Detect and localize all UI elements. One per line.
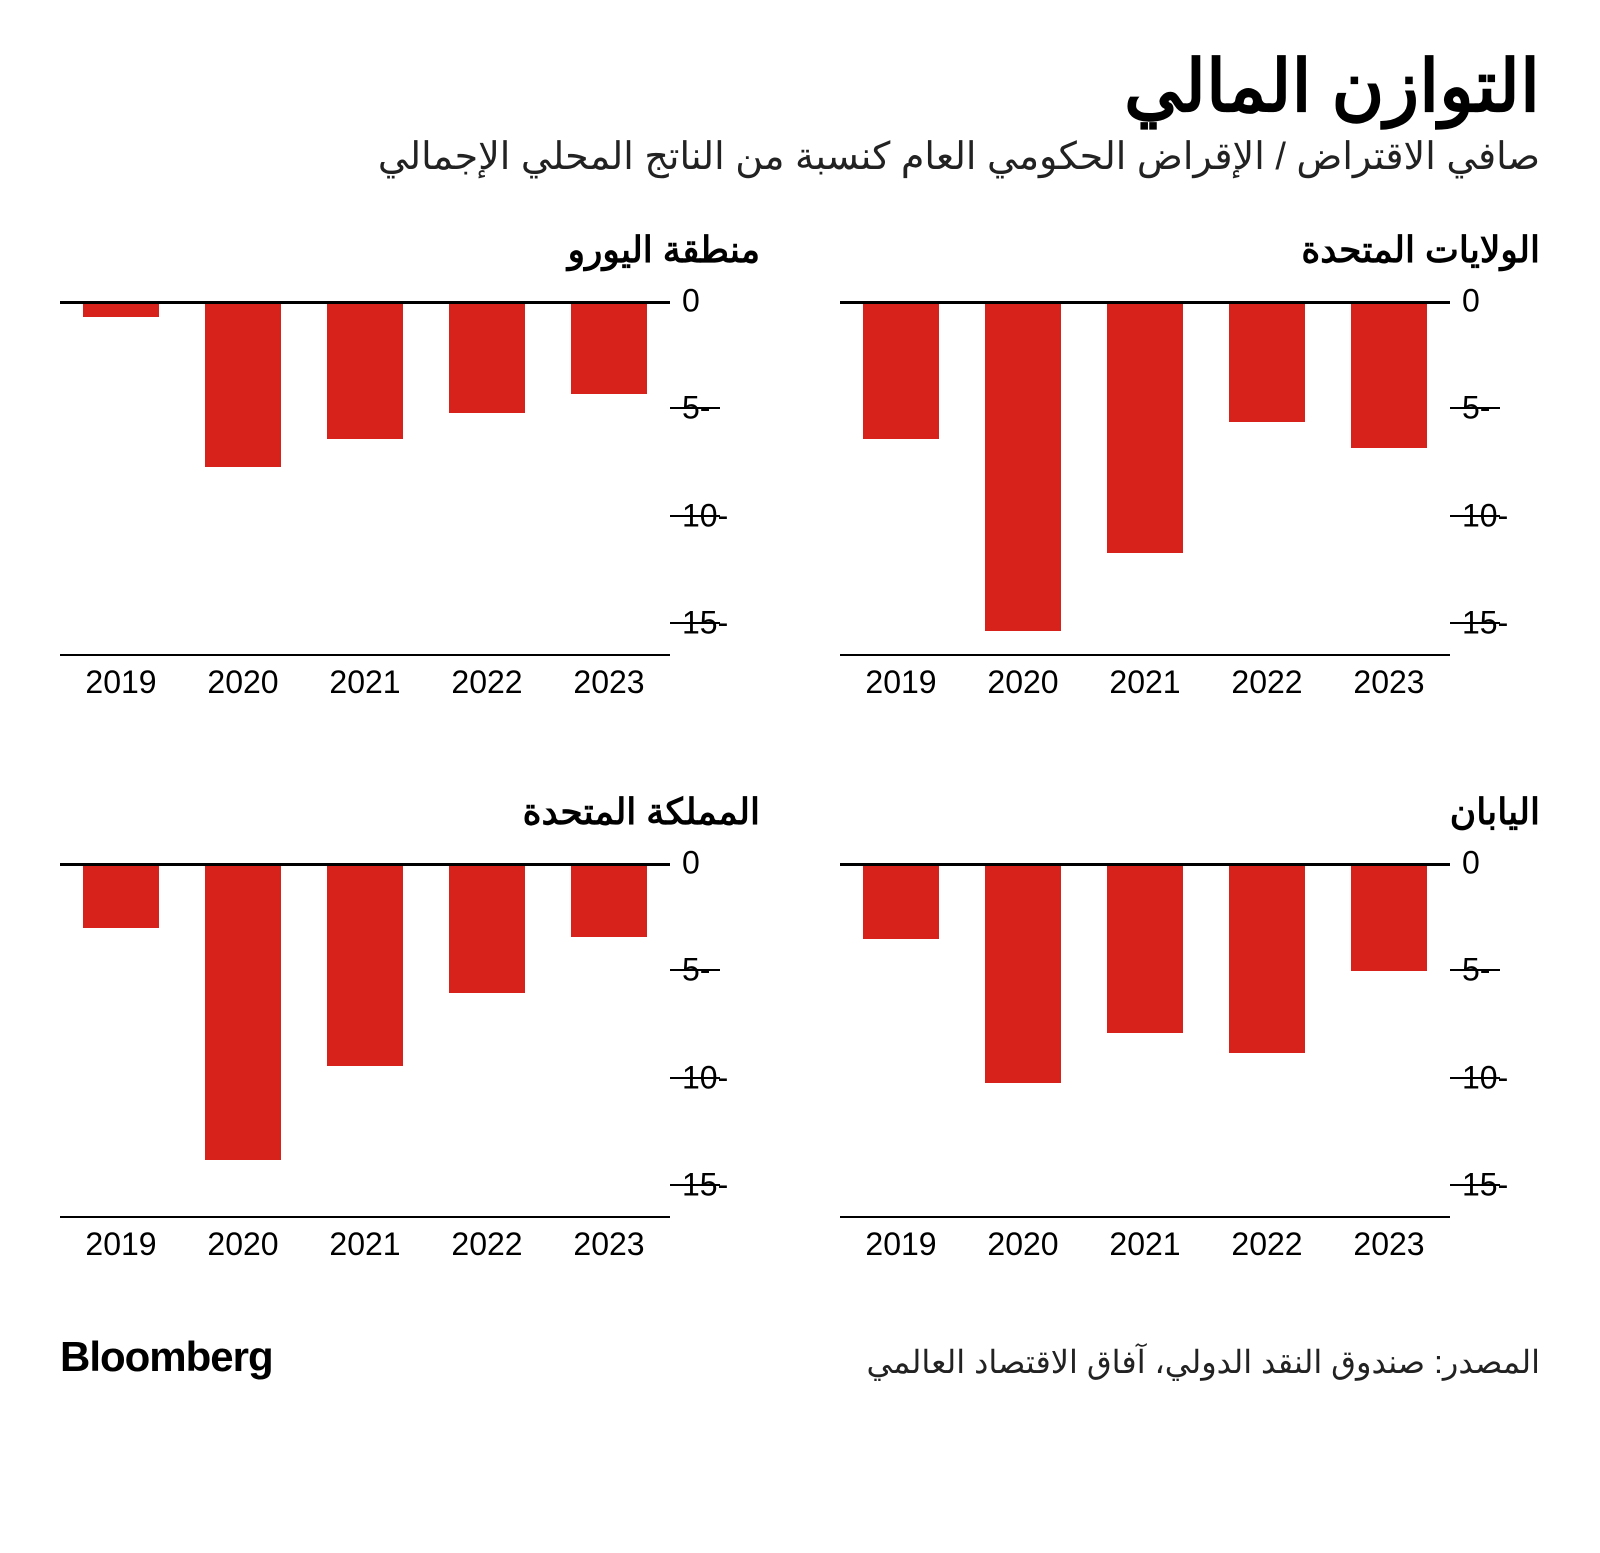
panel-japan: اليابان05-10-15-20192020202120222023 <box>840 791 1540 1273</box>
x-tick-label: 2023 <box>573 1226 644 1263</box>
y-tick-label: 15- <box>682 1167 728 1204</box>
x-tick-label: 2022 <box>451 1226 522 1263</box>
x-tick-label: 2021 <box>1109 664 1180 701</box>
bar <box>863 866 939 939</box>
y-tick-label: 5- <box>1462 390 1490 427</box>
plot-area: 05-10-15- <box>840 301 1450 656</box>
panel-euro: منطقة اليورو05-10-15-2019202020212022202… <box>60 229 760 711</box>
chart-uk: 05-10-15- 2019 2020 2021 2022 2023 <box>60 863 760 1273</box>
panel-us: الولايات المتحدة05-10-15-201920202021202… <box>840 229 1540 711</box>
x-tick-label: 2020 <box>207 664 278 701</box>
x-tick-label: 2019 <box>865 664 936 701</box>
y-tick-label: 15- <box>682 605 728 642</box>
footer: Bloomberg المصدر: صندوق النقد الدولي، آف… <box>60 1333 1540 1381</box>
y-tick-label: 15- <box>1462 605 1508 642</box>
panel-title-japan: اليابان <box>840 791 1540 833</box>
bar <box>449 304 525 414</box>
panel-title-uk: المملكة المتحدة <box>60 791 760 833</box>
bar <box>985 304 1061 631</box>
x-axis: 2019 2020 2021 2022 2023 <box>60 1218 670 1273</box>
bar <box>1351 866 1427 971</box>
y-tick-label: 5- <box>682 952 710 989</box>
x-tick-label: 2022 <box>451 664 522 701</box>
panel-title-us: الولايات المتحدة <box>840 229 1540 271</box>
y-tick-label: 0 <box>682 844 700 881</box>
bar <box>571 304 647 394</box>
panel-uk: المملكة المتحدة05-10-15-2019202020212022… <box>60 791 760 1273</box>
y-tick-label: 15- <box>1462 1167 1508 1204</box>
x-axis: 2019 2020 2021 2022 2023 <box>840 1218 1450 1273</box>
x-tick-label: 2019 <box>865 1226 936 1263</box>
x-tick-label: 2019 <box>85 1226 156 1263</box>
page-subtitle: صافي الاقتراض / الإقراض الحكومي العام كن… <box>60 134 1540 179</box>
y-tick-label: 10- <box>682 497 728 534</box>
bar <box>1229 304 1305 422</box>
bar <box>83 866 159 928</box>
x-tick-label: 2021 <box>329 1226 400 1263</box>
plot-area: 05-10-15- <box>60 301 670 656</box>
y-tick-label: 0 <box>1462 844 1480 881</box>
y-tick-label: 0 <box>682 282 700 319</box>
y-tick-label: 10- <box>682 1059 728 1096</box>
x-tick-label: 2022 <box>1231 1226 1302 1263</box>
brand-logo: Bloomberg <box>60 1333 273 1381</box>
x-tick-label: 2022 <box>1231 664 1302 701</box>
y-tick-label: 0 <box>1462 282 1480 319</box>
x-tick-label: 2020 <box>207 1226 278 1263</box>
y-tick-label: 10- <box>1462 1059 1508 1096</box>
bar <box>571 866 647 937</box>
chart-euro: 05-10-15- 2019 2020 2021 2022 2023 <box>60 301 760 711</box>
page-title: التوازن المالي <box>60 50 1540 126</box>
panel-title-euro: منطقة اليورو <box>60 229 760 271</box>
x-tick-label: 2023 <box>573 664 644 701</box>
bar <box>1229 866 1305 1053</box>
y-tick-label: 5- <box>682 390 710 427</box>
bar <box>327 866 403 1066</box>
x-axis: 2019 2020 2021 2022 2023 <box>840 656 1450 711</box>
bar <box>1107 304 1183 554</box>
x-tick-label: 2021 <box>329 664 400 701</box>
x-tick-label: 2019 <box>85 664 156 701</box>
plot-area: 05-10-15- <box>840 863 1450 1218</box>
source-text: المصدر: صندوق النقد الدولي، آفاق الاقتصا… <box>866 1343 1540 1381</box>
bar <box>83 304 159 317</box>
x-tick-label: 2020 <box>987 664 1058 701</box>
plot-area: 05-10-15- <box>60 863 670 1218</box>
x-tick-label: 2023 <box>1353 1226 1424 1263</box>
bar <box>205 304 281 468</box>
x-axis: 2019 2020 2021 2022 2023 <box>60 656 670 711</box>
bar <box>1107 866 1183 1034</box>
bar <box>327 304 403 440</box>
bar <box>863 304 939 440</box>
bar <box>205 866 281 1161</box>
x-tick-label: 2021 <box>1109 1226 1180 1263</box>
bar <box>449 866 525 993</box>
chart-us: 05-10-15- 2019 2020 2021 2022 2023 <box>840 301 1540 711</box>
chart-japan: 05-10-15- 2019 2020 2021 2022 2023 <box>840 863 1540 1273</box>
chart-grid: الولايات المتحدة05-10-15-201920202021202… <box>60 229 1540 1273</box>
x-tick-label: 2023 <box>1353 664 1424 701</box>
y-tick-label: 10- <box>1462 497 1508 534</box>
bar <box>985 866 1061 1083</box>
y-tick-label: 5- <box>1462 952 1490 989</box>
bar <box>1351 304 1427 448</box>
x-tick-label: 2020 <box>987 1226 1058 1263</box>
